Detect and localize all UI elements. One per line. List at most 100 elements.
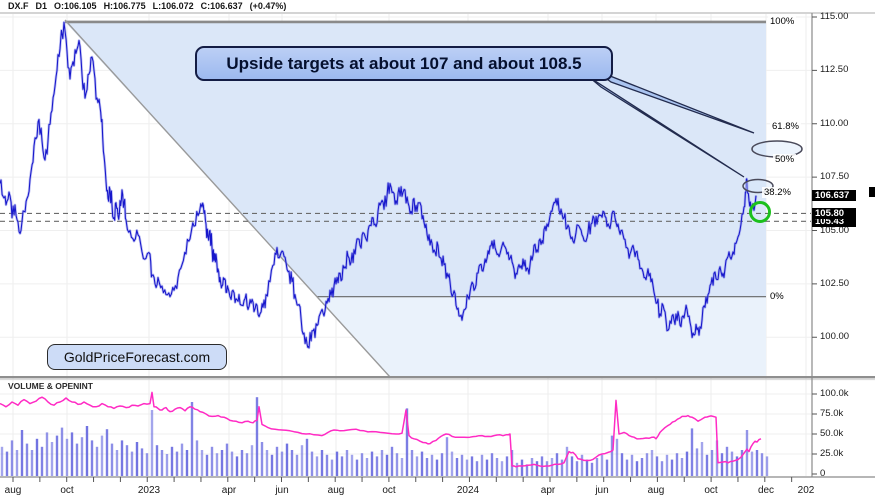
volume-bar [695, 448, 699, 476]
volume-bar [690, 428, 694, 476]
volume-bar [335, 451, 339, 476]
fib-label-61.8%: 61.8% [770, 121, 801, 133]
volume-bar [600, 454, 604, 476]
price-tick-label: 107.50 [820, 171, 850, 183]
volume-bar [270, 454, 274, 476]
volume-bar [230, 451, 234, 476]
volume-bar [110, 443, 114, 476]
volume-bar [670, 459, 674, 476]
volume-bar [570, 456, 574, 476]
upside-targets-annotation[interactable]: Upside targets at about 107 and about 10… [195, 46, 613, 81]
low-value: L:106.072 [152, 1, 194, 11]
volume-bar [665, 454, 669, 476]
time-axis-label: oct [704, 485, 718, 496]
time-axis-label: 2023 [137, 485, 161, 496]
volume-bar [590, 462, 594, 476]
volume-tick-label: 25.0k [820, 448, 844, 459]
volume-bar [50, 442, 54, 476]
volume-bar [750, 451, 754, 476]
price-level-badge-105-43: 105.43 [812, 215, 856, 227]
volume-bar [355, 459, 359, 476]
declining-trendline[interactable] [64, 19, 391, 378]
time-axis-label: dec [757, 485, 775, 496]
volume-bar [165, 454, 169, 476]
breakout-highlight-circle[interactable] [749, 201, 771, 223]
volume-bar [65, 438, 69, 476]
volume-bar [550, 458, 554, 476]
volume-bar [370, 451, 374, 476]
volume-bar [460, 454, 464, 476]
volume-bar [345, 450, 349, 476]
volume-bar [545, 461, 549, 476]
time-axis-label: aug [647, 485, 665, 496]
volume-bar [380, 450, 384, 476]
volume-bar [175, 451, 179, 476]
volume-bar [395, 453, 399, 476]
volume-bar [45, 432, 49, 476]
panel-separator[interactable] [0, 376, 875, 379]
volume-bar [265, 450, 269, 476]
annotation-callout-tail [588, 76, 745, 178]
current-price-edge-marker [869, 187, 875, 197]
volume-bar [680, 458, 684, 476]
volume-bar [605, 459, 609, 476]
volume-bar [170, 446, 174, 476]
volume-bar [320, 450, 324, 476]
high-value: H:106.775 [103, 1, 146, 11]
volume-bar [485, 459, 489, 476]
volume-bar [455, 458, 459, 476]
open-interest-line [0, 391, 762, 468]
volume-bar [340, 456, 344, 476]
volume-bar [200, 450, 204, 476]
time-axis-label: apr [221, 485, 237, 496]
volume-bar [415, 456, 419, 476]
volume-bar [685, 451, 689, 476]
volume-bar [420, 451, 424, 476]
price-tick-label: 110.00 [820, 117, 849, 129]
volume-bar [700, 442, 704, 476]
volume-bar [5, 451, 9, 476]
volume-bar [615, 438, 619, 476]
instrument-header: DX.F D1 O:106.105 H:106.775 L:106.072 C:106.6… [8, 1, 293, 13]
volume-bar [400, 458, 404, 476]
volume-bar [210, 446, 214, 476]
volume-tick-label: 100.0k [820, 388, 849, 399]
volume-tick-label: 75.0k [820, 408, 844, 419]
volume-bar [585, 459, 589, 476]
volume-bar [85, 426, 89, 476]
price-line [0, 21, 757, 349]
volume-bar [640, 458, 644, 476]
volume-bar [675, 453, 679, 476]
volume-bar [290, 450, 294, 476]
volume-tick-label: 50.0k [820, 428, 844, 439]
volume-bar [10, 440, 14, 476]
volume-bar [710, 450, 714, 476]
volume-bar [575, 461, 579, 476]
volume-bar [220, 450, 224, 476]
volume-bar [715, 440, 719, 476]
volume-bar [765, 456, 769, 476]
volume-bar [465, 459, 469, 476]
volume-bar [105, 429, 109, 476]
volume-bar [60, 427, 64, 476]
volume-bar [135, 442, 139, 476]
volume-bar [490, 453, 494, 476]
price-tick-label: 105.00 [820, 224, 850, 236]
volume-bar [650, 450, 654, 476]
volume-bar [645, 453, 649, 476]
volume-bar [470, 456, 474, 476]
volume-bar [155, 445, 159, 476]
price-tick-label: 100.00 [820, 331, 850, 343]
volume-bar [655, 456, 659, 476]
volume-bar [180, 443, 184, 476]
volume-bar [250, 445, 254, 476]
volume-bar [260, 442, 264, 476]
volume-bar [225, 443, 229, 476]
volume-bar [625, 459, 629, 476]
volume-bar [660, 461, 664, 476]
volume-bar [630, 454, 634, 476]
volume-bar [325, 454, 329, 476]
volume-bar [435, 459, 439, 476]
